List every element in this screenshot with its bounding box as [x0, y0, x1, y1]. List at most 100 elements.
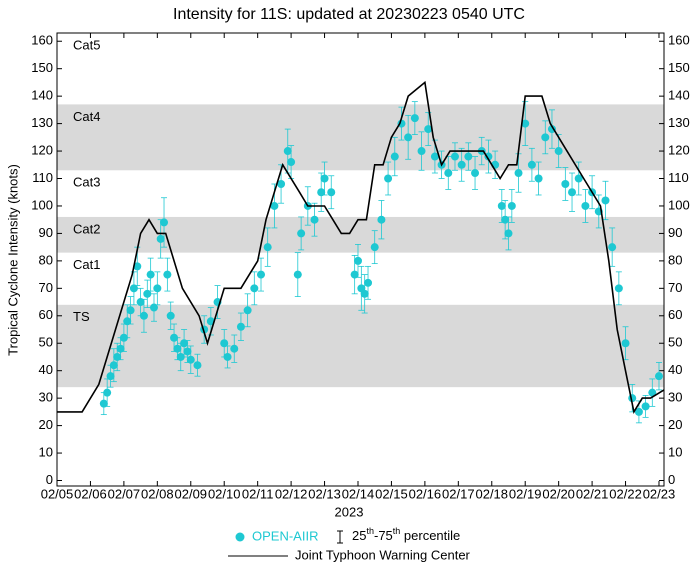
data-point: [608, 243, 617, 252]
y2-tick-label: 130: [668, 115, 690, 130]
data-point: [534, 174, 543, 183]
data-point: [390, 152, 399, 161]
legend-label-part: percentile: [400, 528, 460, 543]
y-tick-label: 60: [39, 307, 53, 322]
y2-tick-label: 150: [668, 60, 690, 75]
x-tick-label: 02/22: [609, 486, 642, 501]
y-tick-label: 40: [39, 362, 53, 377]
x-tick-label: 02/08: [141, 486, 174, 501]
y2-tick-label: 30: [668, 390, 682, 405]
data-point: [504, 229, 513, 238]
y2-tick-label: 100: [668, 197, 690, 212]
x-tick-label: 02/11: [242, 486, 274, 501]
y-tick-label: 150: [31, 60, 53, 75]
y2-tick-label: 110: [668, 170, 689, 185]
data-point: [521, 119, 530, 128]
y-tick-label: 0: [46, 472, 53, 487]
data-point: [236, 322, 245, 331]
data-point: [170, 333, 179, 342]
y2-tick-label: 90: [668, 225, 682, 240]
y-tick-label: 160: [31, 33, 53, 48]
data-point: [106, 372, 115, 381]
data-point: [621, 339, 630, 348]
band-label: Cat3: [73, 175, 100, 190]
y2-tick-label: 80: [668, 252, 682, 267]
data-point: [166, 311, 175, 320]
data-point: [497, 201, 506, 210]
x-tick-label: 02/20: [542, 486, 575, 501]
y-tick-label: 120: [31, 142, 53, 157]
band-label: TS: [73, 309, 90, 324]
y-tick-label: 80: [39, 252, 53, 267]
x-tick-label: 02/19: [509, 486, 542, 501]
data-point: [417, 147, 426, 156]
data-point: [173, 344, 182, 353]
data-point: [146, 270, 155, 279]
y2-tick-label: 70: [668, 280, 682, 295]
y2-tick-label: 160: [668, 33, 690, 48]
x-tick-label: 02/09: [175, 486, 208, 501]
legend-label: OPEN-AIIR: [252, 528, 318, 543]
band-label: Cat2: [73, 221, 100, 236]
data-point: [350, 270, 359, 279]
x-tick-label: 02/12: [275, 486, 308, 501]
y2-tick-label: 140: [668, 88, 690, 103]
data-point: [283, 147, 292, 156]
data-point: [243, 306, 252, 315]
data-point: [109, 361, 118, 370]
y-tick-label: 10: [39, 444, 53, 459]
y-tick-label: 130: [31, 115, 53, 130]
data-point: [113, 352, 122, 361]
data-point: [103, 388, 112, 397]
y-tick-label: 50: [39, 335, 53, 350]
x-tick-label: 02/21: [576, 486, 609, 501]
line-series: [57, 80, 665, 415]
data-point: [430, 152, 439, 161]
data-point: [123, 317, 132, 326]
data-point: [153, 284, 162, 293]
data-point: [614, 284, 623, 293]
data-point: [457, 160, 466, 169]
data-point: [270, 201, 279, 210]
data-point: [364, 278, 373, 287]
data-point: [223, 352, 232, 361]
x-axis-label: 2023: [335, 504, 364, 519]
band-label: Cat1: [73, 257, 100, 272]
data-point: [277, 180, 286, 188]
data-point: [554, 147, 563, 156]
data-point: [193, 361, 202, 370]
y2-tick-label: 40: [668, 362, 682, 377]
data-point: [297, 229, 306, 238]
y2-tick-label: 50: [668, 335, 682, 350]
y-tick-label: 70: [39, 280, 53, 295]
data-point: [139, 311, 148, 320]
y-tick-label: 100: [31, 197, 53, 212]
data-point: [126, 306, 135, 315]
data-point: [410, 114, 419, 123]
legend-label-part: -75: [374, 528, 393, 543]
y2-tick-label: 0: [668, 472, 675, 487]
data-point: [574, 174, 583, 183]
y-tick-label: 20: [39, 417, 53, 432]
chart-title: Intensity for 11S: updated at 20230223 0…: [173, 6, 525, 23]
data-point: [641, 402, 650, 411]
data-point: [230, 344, 239, 353]
legend-label-part: th: [393, 526, 401, 536]
data-point: [507, 201, 516, 210]
data-point: [143, 289, 152, 298]
data-point: [133, 262, 142, 271]
data-point: [287, 158, 296, 167]
data-point: [444, 169, 453, 178]
x-tick-label: 02/23: [643, 486, 676, 501]
data-point: [634, 407, 643, 416]
plot-frame: [56, 32, 665, 487]
data-point: [450, 152, 459, 161]
data-point: [360, 289, 369, 298]
y-tick-label: 110: [32, 170, 53, 185]
data-point: [310, 215, 319, 224]
data-point: [424, 125, 433, 134]
intensity-band: [57, 304, 664, 388]
data-point: [149, 303, 158, 312]
data-point: [501, 215, 510, 224]
